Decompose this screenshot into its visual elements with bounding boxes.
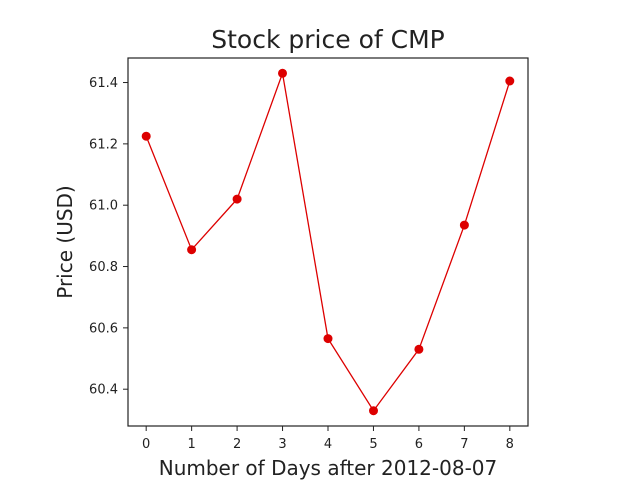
x-tick-label: 7 <box>460 437 468 452</box>
chart-title: Stock price of CMP <box>211 25 444 54</box>
data-point-day-8 <box>505 76 515 86</box>
x-tick-label: 6 <box>415 437 423 452</box>
y-tick-label: 61.4 <box>89 76 118 91</box>
data-point-day-5 <box>369 406 378 416</box>
y-axis-label: Price (USD) <box>53 185 77 299</box>
x-axis-label: Number of Days after 2012-08-07 <box>159 456 498 480</box>
x-tick-label: 8 <box>506 437 514 452</box>
y-tick-label: 61.0 <box>89 199 118 214</box>
data-point-day-7 <box>459 220 469 230</box>
x-tick-label: 3 <box>278 437 286 452</box>
series-markers <box>141 68 515 416</box>
y-tick-label: 61.2 <box>89 137 118 152</box>
y-axis-ticks: 60.4 60.6 60.8 61.0 61.2 61.4 <box>89 76 128 398</box>
y-tick-label: 60.6 <box>89 321 118 336</box>
x-tick-label: 2 <box>233 437 241 452</box>
series-line-price <box>145 70 511 412</box>
data-point-day-0 <box>141 131 151 141</box>
x-axis-ticks: 0 1 2 3 4 5 6 7 8 <box>142 426 514 452</box>
data-point-day-4 <box>323 334 333 344</box>
x-tick-label: 5 <box>369 437 377 452</box>
x-tick-label: 4 <box>324 437 332 452</box>
data-point-day-2 <box>232 194 242 204</box>
data-point-day-1 <box>187 245 197 255</box>
data-point-day-6 <box>414 344 424 354</box>
y-tick-label: 60.4 <box>89 383 118 398</box>
x-tick-label: 0 <box>142 437 150 452</box>
y-tick-label: 60.8 <box>89 260 118 275</box>
data-point-day-3 <box>278 68 287 78</box>
x-tick-label: 1 <box>187 437 195 452</box>
